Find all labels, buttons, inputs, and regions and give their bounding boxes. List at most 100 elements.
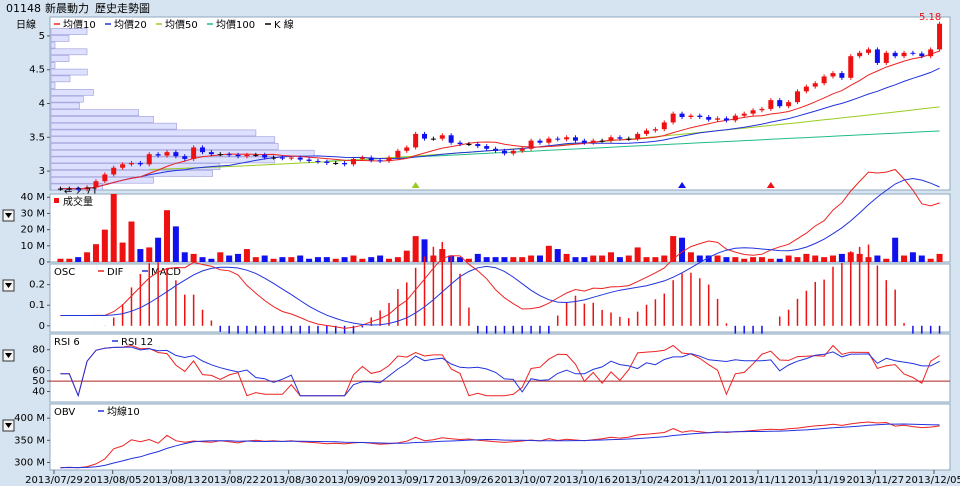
candle-body xyxy=(555,138,561,140)
volume-bar xyxy=(767,258,774,262)
y-tick-label: 0 xyxy=(39,321,45,332)
profile-bar xyxy=(50,129,257,137)
dif-line xyxy=(60,168,940,329)
legend-label: 均價50 xyxy=(165,18,198,31)
candle-body xyxy=(395,150,401,158)
candle-body xyxy=(874,49,880,63)
x-tick-label: 2013/11/19 xyxy=(788,475,846,486)
legend-label: 成交量 xyxy=(63,195,93,208)
chevron-down-icon[interactable] xyxy=(5,213,12,218)
legend-label: RSI 12 xyxy=(121,337,153,348)
profile-bar xyxy=(50,35,70,42)
legend-label: K 線 xyxy=(274,18,294,31)
volume-toggle-button[interactable] xyxy=(2,209,15,222)
candle-body xyxy=(386,157,392,161)
candle-body xyxy=(306,159,312,161)
volume-bar xyxy=(892,237,899,262)
profile-bar xyxy=(50,136,276,143)
volume-bar xyxy=(252,257,259,262)
volume-bar xyxy=(918,255,925,262)
x-tick-label: 2013/08/05 xyxy=(84,475,142,486)
volume-bar xyxy=(625,255,632,262)
volume-bar xyxy=(687,252,694,262)
candle-body xyxy=(279,157,285,159)
volume-bar xyxy=(652,257,659,262)
x-tick-label: 2013/09/26 xyxy=(436,475,494,486)
volume-bar xyxy=(377,255,384,262)
volume-bar xyxy=(181,252,188,262)
macd-toggle-button[interactable] xyxy=(2,279,15,292)
x-tick-label: 2013/09/09 xyxy=(319,475,377,486)
y-tick-label: 3.5 xyxy=(29,132,45,143)
volume-bar xyxy=(838,253,845,262)
profile-bar xyxy=(50,68,88,76)
volume-plot-area xyxy=(49,193,951,263)
x-tick-label: 2013/11/11 xyxy=(729,475,787,486)
candle-body xyxy=(537,140,543,143)
candle-body xyxy=(466,144,472,146)
y-tick-label: 40 M xyxy=(20,192,45,203)
x-tick-label: 2013/07/29 xyxy=(25,475,83,486)
x-tick-label: 2013/08/22 xyxy=(201,475,259,486)
candle-body xyxy=(226,154,232,156)
volume-bar xyxy=(741,258,748,262)
legend-label: 均線10 xyxy=(107,405,140,418)
chevron-down-icon[interactable] xyxy=(5,353,12,358)
y-tick-label: 60 xyxy=(32,366,45,377)
legend-label: RSI 6 xyxy=(54,337,80,348)
volume-bar xyxy=(457,257,464,262)
y-tick-label: 300 M xyxy=(14,457,45,468)
candle-body xyxy=(484,146,490,149)
chart-header: 01148 新晨動力 歷史走勢圖 xyxy=(6,1,150,15)
signal-marker xyxy=(766,182,775,188)
rsi-toggle-button[interactable] xyxy=(2,349,15,362)
volume-bar xyxy=(137,249,144,262)
y-tick-label: 0.2 xyxy=(29,280,45,291)
candle-body xyxy=(679,113,685,118)
volume-panel: 0 10 M 20 M 30 M 40 M 成交量 xyxy=(2,192,951,268)
volume-bar xyxy=(199,257,206,262)
candle-body xyxy=(590,140,596,143)
chevron-down-icon[interactable] xyxy=(5,423,12,428)
volume-bar xyxy=(528,255,535,262)
candle-body xyxy=(599,140,605,142)
macd-line xyxy=(60,177,940,326)
candle-body xyxy=(830,73,836,77)
candle-body xyxy=(670,113,676,123)
volume-bar xyxy=(679,237,686,262)
obv-toggle-button[interactable] xyxy=(2,419,15,432)
profile-bar xyxy=(50,122,177,130)
volume-bar xyxy=(803,253,810,262)
profile-bar xyxy=(50,75,71,83)
obv-ma10-line xyxy=(60,423,940,469)
volume-bar xyxy=(270,258,277,262)
volume-bar xyxy=(758,257,765,262)
volume-bar xyxy=(661,255,668,262)
candle-body xyxy=(741,113,747,116)
candle-body xyxy=(102,174,108,182)
candle-body xyxy=(359,157,365,159)
chevron-down-icon[interactable] xyxy=(5,283,12,288)
candle-body xyxy=(208,152,214,155)
profile-bar xyxy=(50,82,56,89)
ma20-line xyxy=(60,67,940,190)
volume-bar xyxy=(110,194,117,262)
volume-bar xyxy=(519,257,526,262)
candle-body xyxy=(164,152,170,156)
candle-body xyxy=(706,117,712,120)
volume-bar xyxy=(172,226,179,262)
volume-bar xyxy=(705,255,712,262)
candle-body xyxy=(715,118,721,120)
candle-body xyxy=(626,138,632,140)
volume-bar xyxy=(883,258,890,262)
candle-body xyxy=(697,115,703,118)
volume-bar xyxy=(927,258,934,262)
obv-line xyxy=(60,421,940,469)
candle-body xyxy=(892,52,898,57)
period-label: 日線 xyxy=(16,18,36,31)
x-tick-label: 2013/11/27 xyxy=(847,475,905,486)
rsi6-line xyxy=(60,344,940,398)
volume-bar xyxy=(164,210,170,262)
volume-bar xyxy=(794,257,801,262)
